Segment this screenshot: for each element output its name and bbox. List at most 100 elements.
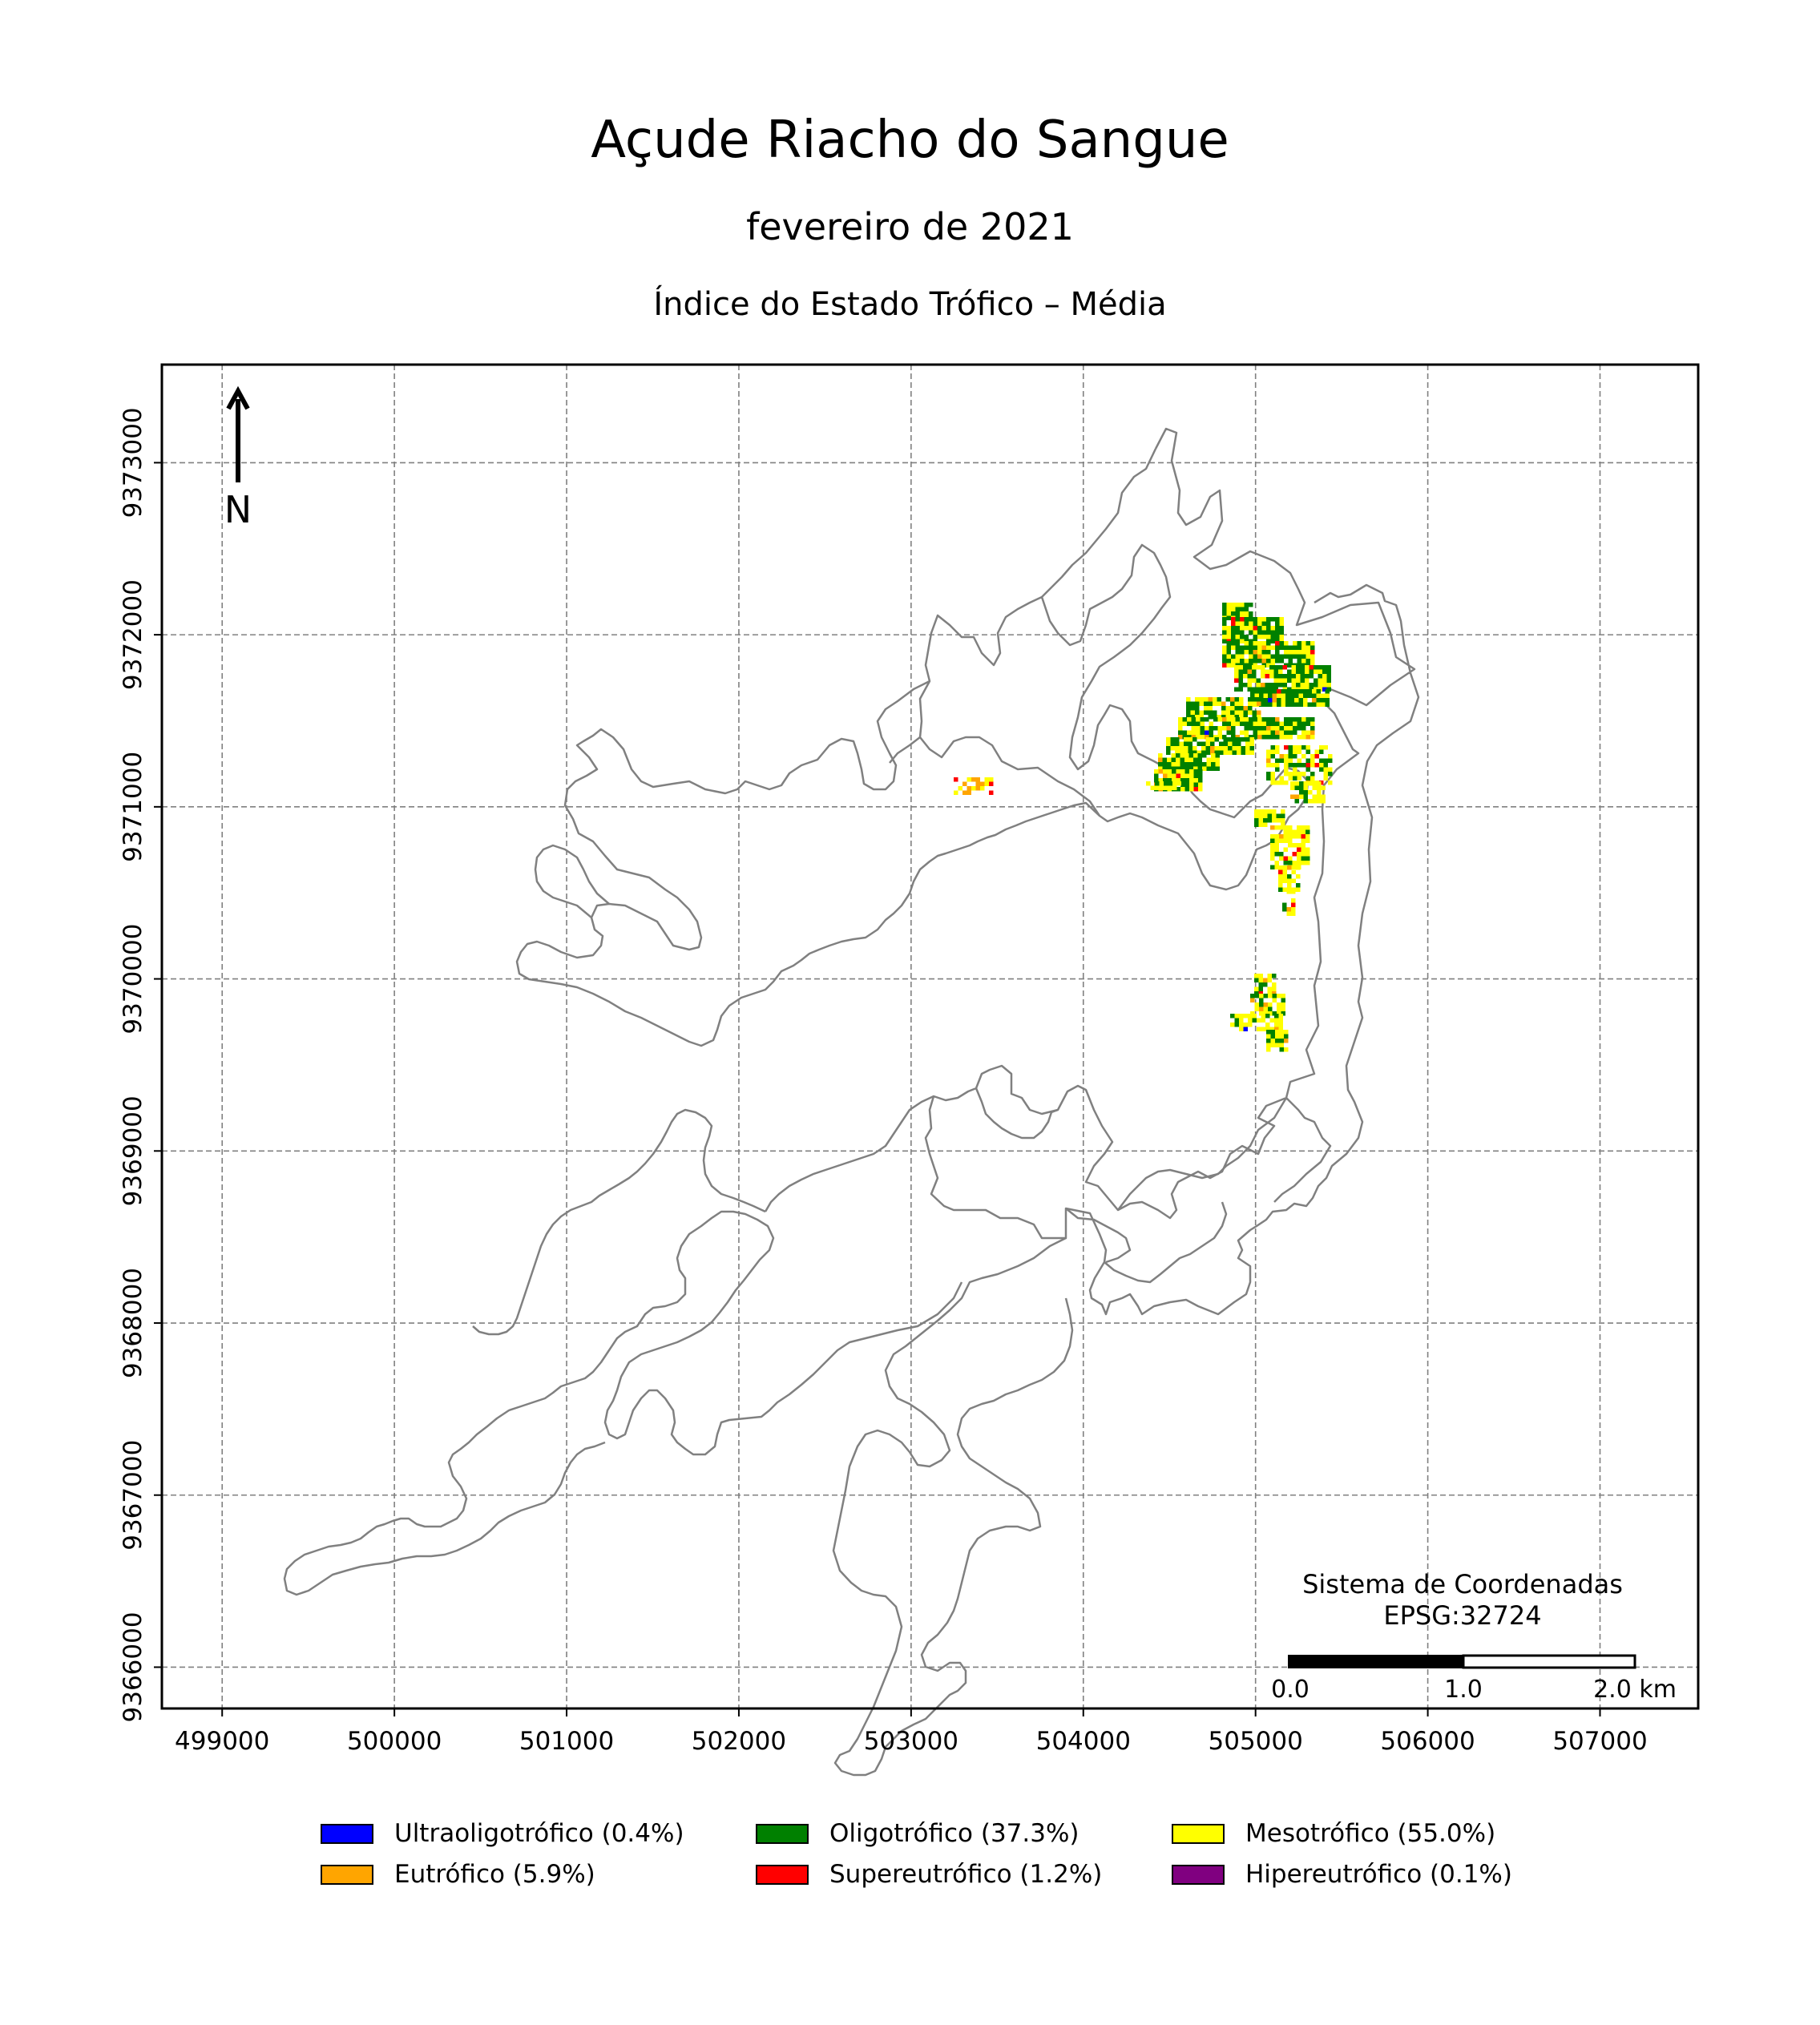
raster-cell bbox=[1301, 829, 1305, 834]
raster-cell bbox=[1217, 726, 1222, 731]
raster-cell bbox=[1230, 1014, 1235, 1019]
raster-cell bbox=[1296, 887, 1301, 892]
raster-cell bbox=[1310, 763, 1315, 768]
raster-cell bbox=[1297, 735, 1301, 740]
raster-cell bbox=[1240, 654, 1245, 659]
raster-cell bbox=[1283, 834, 1288, 839]
raster-cell bbox=[1270, 1039, 1275, 1043]
raster-cell bbox=[1235, 721, 1240, 726]
raster-cell bbox=[1268, 1002, 1273, 1007]
legend-label: Ultraoligotrófico (0.4%) bbox=[394, 1819, 684, 1848]
raster-cell bbox=[1217, 697, 1221, 702]
raster-cell bbox=[1217, 735, 1222, 740]
raster-cell bbox=[1265, 1023, 1270, 1027]
raster-cell bbox=[1235, 626, 1240, 631]
raster-cell bbox=[1279, 645, 1284, 650]
raster-cell bbox=[1326, 665, 1331, 670]
raster-cell bbox=[1245, 746, 1250, 751]
raster-cell bbox=[1230, 701, 1235, 706]
raster-cell bbox=[1237, 741, 1241, 746]
raster-cell bbox=[1297, 861, 1301, 865]
raster-cell bbox=[1263, 698, 1268, 703]
raster-cell bbox=[1316, 689, 1321, 694]
raster-cell bbox=[1234, 706, 1239, 711]
raster-cell bbox=[1305, 665, 1310, 670]
raster-cell bbox=[1272, 813, 1277, 818]
raster-cell bbox=[1184, 753, 1189, 758]
raster-cell bbox=[1155, 785, 1160, 790]
raster-cell bbox=[1323, 758, 1328, 763]
raster-cell bbox=[1263, 978, 1268, 982]
raster-cell bbox=[1279, 626, 1284, 631]
raster-cell bbox=[1261, 1027, 1265, 1031]
raster-cell bbox=[1279, 1039, 1284, 1043]
raster-cell bbox=[1244, 611, 1249, 616]
raster-cell bbox=[1249, 645, 1253, 650]
raster-cell bbox=[1254, 978, 1259, 982]
raster-cell bbox=[1282, 683, 1287, 688]
raster-cell bbox=[1325, 689, 1330, 694]
north-label: N bbox=[224, 488, 252, 531]
raster-cell bbox=[1305, 825, 1310, 830]
raster-cell bbox=[1281, 994, 1285, 998]
raster-cell bbox=[1317, 790, 1322, 795]
raster-cell bbox=[1270, 726, 1275, 731]
raster-cell bbox=[1261, 621, 1266, 626]
raster-cell bbox=[1163, 773, 1168, 778]
raster-cell bbox=[1301, 838, 1305, 843]
raster-cell bbox=[1287, 878, 1292, 883]
raster-cell bbox=[1244, 603, 1249, 607]
raster-cell bbox=[1208, 697, 1213, 702]
y-tick-label: 9366000 bbox=[119, 1612, 147, 1722]
raster-cell bbox=[1266, 626, 1271, 631]
legend-swatch bbox=[321, 1823, 373, 1844]
raster-cell bbox=[1270, 843, 1275, 848]
raster-cell bbox=[1205, 726, 1209, 731]
raster-cell bbox=[1284, 645, 1289, 650]
raster-cell bbox=[1325, 698, 1330, 703]
raster-cell bbox=[1293, 767, 1297, 772]
raster-cell bbox=[1213, 701, 1217, 706]
raster-cell bbox=[1287, 865, 1292, 870]
raster-cell bbox=[1249, 654, 1253, 659]
raster-cell bbox=[1279, 730, 1284, 735]
raster-cell bbox=[1301, 659, 1306, 664]
raster-cell bbox=[1171, 766, 1176, 771]
raster-cell bbox=[1193, 757, 1198, 762]
raster-cell bbox=[1284, 654, 1289, 659]
raster-cell bbox=[1240, 717, 1245, 722]
raster-cell bbox=[1199, 710, 1204, 715]
raster-cell bbox=[1204, 706, 1209, 711]
raster-cell bbox=[1248, 706, 1253, 711]
raster-cell bbox=[1266, 621, 1271, 626]
raster-cell bbox=[1240, 721, 1245, 726]
raster-cell bbox=[1180, 769, 1185, 774]
raster-cell bbox=[1234, 1018, 1239, 1023]
raster-cell bbox=[1214, 750, 1219, 755]
raster-cell bbox=[1239, 706, 1244, 711]
raster-cell bbox=[1176, 762, 1180, 767]
raster-cell bbox=[1293, 645, 1297, 650]
raster-cell bbox=[975, 786, 980, 791]
raster-cell bbox=[1279, 1034, 1284, 1039]
raster-cell bbox=[1287, 883, 1292, 888]
raster-cell bbox=[1284, 1047, 1289, 1052]
raster-cell bbox=[1312, 693, 1317, 698]
raster-cell bbox=[1176, 766, 1180, 771]
raster-cell bbox=[1261, 1018, 1265, 1023]
raster-cell bbox=[1171, 762, 1176, 767]
raster-cell bbox=[1247, 665, 1252, 670]
raster-cell bbox=[1166, 750, 1171, 755]
raster-cell bbox=[1222, 607, 1227, 611]
raster-cell bbox=[1268, 698, 1273, 703]
raster-cell bbox=[1261, 730, 1266, 735]
raster-cell bbox=[1232, 746, 1237, 751]
raster-cell bbox=[1238, 674, 1243, 679]
raster-cell bbox=[1308, 799, 1313, 804]
legend-item-oligotrofico: Oligotrófico (37.3%) bbox=[756, 1819, 1079, 1848]
raster-cell bbox=[1247, 674, 1252, 679]
raster-cell bbox=[1266, 749, 1271, 754]
raster-cell bbox=[1266, 754, 1271, 759]
raster-cell bbox=[1196, 726, 1201, 731]
raster-cell bbox=[1275, 767, 1280, 772]
